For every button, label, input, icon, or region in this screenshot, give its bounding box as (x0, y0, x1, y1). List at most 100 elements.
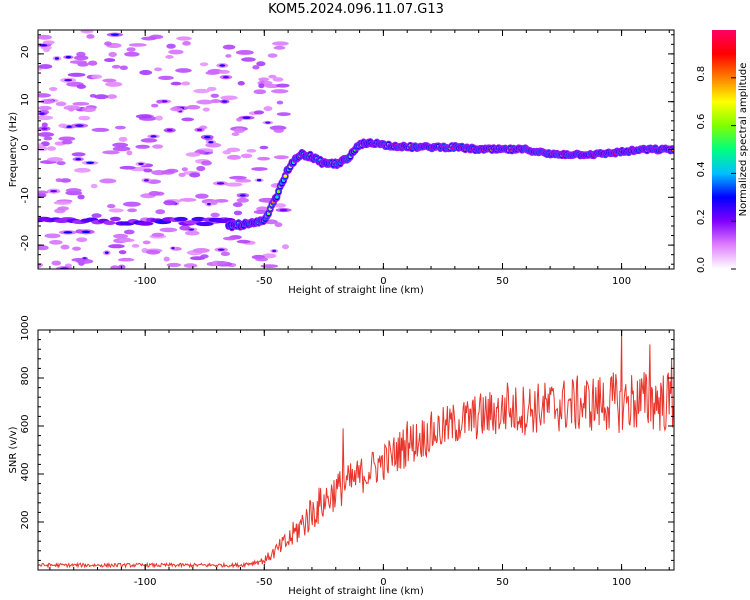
noise-blob-core (63, 231, 73, 234)
noise-blob (143, 168, 153, 173)
noise-blob (65, 188, 82, 193)
colorbar-gradient (712, 30, 736, 269)
noise-blob (38, 262, 44, 267)
noise-blob (158, 75, 174, 81)
noise-blob-core (50, 189, 58, 193)
noise-blob (253, 89, 267, 95)
noise-blob (151, 232, 165, 237)
noise-blob (117, 257, 135, 262)
noise-blob (272, 41, 289, 46)
noise-blob-core (219, 64, 226, 67)
noise-blob (273, 45, 286, 50)
band-blob (109, 216, 121, 222)
noise-blob (91, 127, 110, 132)
bot-x-tick-label: 0 (380, 577, 386, 588)
noise-blob (38, 34, 52, 40)
noise-blob (235, 178, 252, 183)
noise-blob (236, 117, 243, 122)
noise-blob (232, 202, 243, 208)
noise-blob (199, 62, 209, 67)
noise-blob (127, 208, 138, 213)
noise-blob-core (150, 135, 157, 138)
noise-blob (273, 128, 284, 133)
noise-blob (194, 248, 209, 253)
top-y-tick-label: -20 (20, 235, 31, 251)
noise-blob (179, 197, 197, 202)
noise-blob (185, 152, 201, 157)
noise-blob (76, 258, 94, 264)
noise-blob-core (39, 112, 45, 115)
noise-blob (135, 144, 150, 149)
bot-x-tick-label: -100 (134, 577, 157, 588)
ridge-core (275, 195, 279, 199)
top-x-axis-title: Height of straight line (km) (288, 285, 424, 296)
noise-blob (119, 165, 136, 170)
bot-x-axis-title: Height of straight line (km) (288, 586, 424, 597)
noise-blob (155, 209, 166, 215)
noise-blob (38, 132, 55, 137)
top-frame (37, 29, 675, 270)
noise-blob (58, 136, 76, 142)
noise-blob (176, 36, 192, 41)
noise-blob (271, 89, 289, 94)
noise-blob (225, 182, 243, 187)
noise-blob (196, 99, 214, 105)
noise-blob (165, 55, 174, 59)
ridge-core (283, 174, 288, 178)
noise-blob (113, 233, 129, 239)
noise-blob (43, 136, 53, 141)
colorbar: 0.0 0.2 0.4 0.6 0.8 Normalized spectral ampli… (696, 30, 749, 273)
noise-blob-core (171, 246, 175, 250)
noise-blob-core (110, 33, 120, 36)
noise-blob (55, 178, 63, 183)
noise-blob (210, 212, 220, 218)
noise-blob-core (138, 162, 144, 166)
band-blob (103, 220, 116, 225)
noise-blob (40, 99, 55, 104)
noise-blob-core (272, 249, 277, 253)
noise-blob (202, 107, 210, 112)
band-blob (191, 216, 207, 222)
noise-blob-core (54, 57, 60, 60)
noise-blob (57, 206, 70, 211)
noise-blob-core (166, 129, 173, 132)
noise-blob (69, 60, 87, 64)
noise-blob (72, 101, 90, 106)
noise-blob-core (256, 178, 262, 182)
noise-blob (246, 148, 257, 153)
noise-blob (159, 227, 178, 233)
noise-blob (38, 115, 54, 121)
noise-blob (146, 249, 161, 255)
noise-blob (154, 67, 163, 72)
noise-blob (112, 146, 131, 152)
noise-blob (251, 167, 268, 171)
noise-blob (111, 64, 121, 69)
band-blob (137, 221, 154, 226)
noise-blob (148, 190, 161, 196)
bot-frame (37, 329, 675, 571)
noise-blob (256, 61, 266, 67)
colorbar-tick-label: 0.4 (696, 161, 707, 177)
noise-blob (222, 150, 232, 155)
noise-blob (262, 253, 277, 259)
noise-blob (119, 65, 128, 70)
noise-blob (114, 125, 126, 130)
noise-blob (218, 69, 230, 74)
noise-blob (42, 40, 55, 45)
noise-blob (104, 58, 116, 63)
noise-blob-core (216, 182, 225, 185)
noise-blob (181, 117, 195, 122)
top-x-tick-label: -50 (256, 276, 272, 287)
noise-blob (258, 83, 265, 89)
noise-blob (78, 115, 91, 121)
noise-blob (170, 106, 183, 112)
noise-blob (196, 165, 206, 172)
noise-blob (128, 43, 147, 47)
bot-y-axis-title: SNR (v/v) (8, 426, 19, 473)
noise-blob (274, 203, 287, 208)
noise-blob (118, 250, 127, 255)
noise-blob (38, 245, 49, 251)
noise-blob (240, 153, 253, 159)
noise-blob (76, 237, 88, 243)
